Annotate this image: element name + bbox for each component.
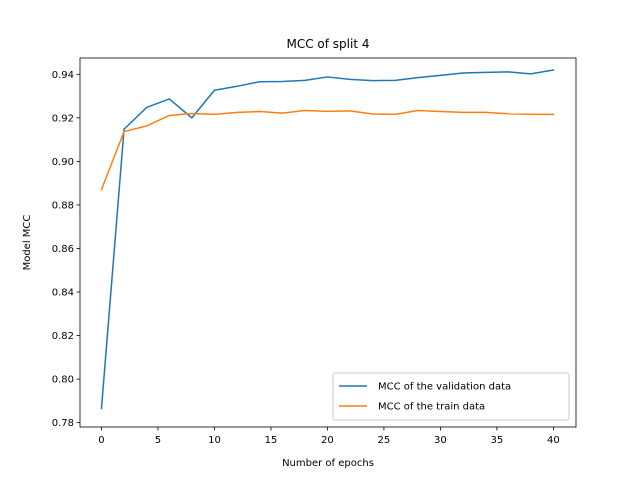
chart-title: MCC of split 4 (287, 37, 370, 51)
x-axis-label: Number of epochs (282, 458, 374, 469)
y-tick-label: 0.94 (52, 70, 74, 81)
series-line-0 (100, 69, 555, 410)
y-tick-label: 0.78 (52, 418, 74, 429)
legend-label-train: MCC of the train data (378, 402, 485, 413)
y-axis-label: Model MCC (22, 215, 33, 271)
legend-label-validation: MCC of the validation data (378, 382, 511, 393)
y-tick-label: 0.82 (52, 331, 74, 342)
legend: MCC of the validation data MCC of the tr… (332, 372, 570, 421)
x-tick-label: 5 (155, 435, 161, 446)
y-tick-label: 0.86 (52, 244, 74, 255)
x-tick-label: 15 (265, 435, 278, 446)
x-tick-label: 20 (321, 435, 334, 446)
y-tick-label: 0.92 (52, 113, 74, 124)
x-tick-label: 10 (208, 435, 221, 446)
y-tick-label: 0.90 (52, 157, 74, 168)
axes-frame (79, 57, 577, 428)
x-tick-label: 30 (434, 435, 447, 446)
series-line-1 (100, 109, 555, 191)
x-tick-label: 40 (547, 435, 560, 446)
y-tick-label: 0.80 (52, 375, 74, 386)
series-lines (100, 69, 555, 410)
x-tick-label: 35 (491, 435, 504, 446)
y-tick-label: 0.84 (52, 288, 74, 299)
y-tick-label: 0.88 (52, 200, 74, 211)
x-tick-label: 0 (98, 435, 104, 446)
legend-box (332, 372, 570, 421)
x-tick-label: 25 (378, 435, 391, 446)
x-axis-ticks: 0 5 10 15 20 25 30 35 40 (98, 427, 560, 446)
y-axis-ticks: 0.78 0.80 0.82 0.84 0.86 0.88 0.90 0.92 0.94 (52, 70, 80, 429)
